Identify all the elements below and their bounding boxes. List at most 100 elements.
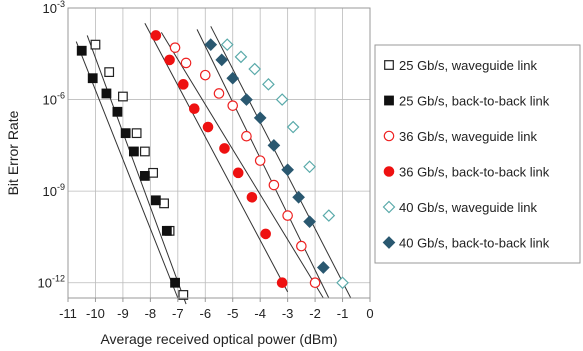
legend-marker-1 — [384, 95, 394, 106]
x-tick-label-2: -9 — [117, 306, 129, 321]
legend-item-5: 40 Gb/s, back-to-back link — [382, 236, 550, 251]
point-s1-1 — [87, 73, 98, 84]
point-s4-6 — [303, 160, 316, 174]
x-tick-label-4: -7 — [172, 306, 184, 321]
point-s0-1 — [104, 67, 115, 78]
point-s0-6 — [159, 198, 169, 209]
y-tick-label-0: 10-3 — [43, 0, 65, 16]
fit-line-4 — [210, 26, 352, 299]
legend-item-1: 25 Gb/s, back-to-back link — [384, 94, 550, 109]
plot-area — [67, 7, 371, 305]
fit-line-1 — [75, 41, 179, 299]
point-s0-2 — [118, 91, 128, 102]
point-s2-3 — [213, 88, 225, 99]
point-s4-0 — [220, 38, 234, 51]
point-s5-2 — [226, 71, 240, 85]
x-tick-label-7: -4 — [254, 306, 266, 321]
point-s3-1 — [164, 54, 175, 66]
point-s2-7 — [268, 179, 280, 191]
point-s3-5 — [219, 143, 230, 154]
point-s3-7 — [246, 191, 258, 203]
legend-marker-4 — [382, 200, 396, 214]
legend-label-2: 36 Gb/s, waveguide link — [399, 129, 538, 144]
point-s5-6 — [281, 163, 294, 177]
x-tick-label-6: -5 — [227, 306, 239, 321]
legend: 25 Gb/s, waveguide link 25 Gb/s, back-to-… — [374, 44, 581, 264]
point-s3-6 — [232, 167, 244, 179]
legend-label-1: 25 Gb/s, back-to-back link — [399, 94, 550, 109]
legend-item-4: 40 Gb/s, waveguide link — [382, 200, 538, 215]
legend-item-3: 36 Gb/s, back-to-back link — [383, 165, 550, 180]
point-s1-2 — [101, 88, 112, 99]
point-s0-3 — [131, 128, 142, 139]
point-s3-8 — [260, 228, 271, 240]
data-points — [76, 30, 349, 300]
legend-marker-2 — [383, 130, 395, 142]
legend-label-3: 36 Gb/s, back-to-back link — [399, 165, 550, 180]
point-s4-7 — [322, 209, 336, 222]
point-s4-5 — [286, 120, 300, 134]
legend-label-4: 40 Gb/s, waveguide link — [399, 200, 538, 215]
point-s1-8 — [161, 225, 172, 236]
y-tick-label-1: 10-6 — [43, 91, 65, 108]
point-s2-4 — [227, 100, 239, 111]
legend-marker-5 — [382, 236, 396, 249]
legend-label-5: 40 Gb/s, back-to-back link — [399, 236, 550, 251]
point-s1-7 — [150, 195, 161, 206]
point-s3-9 — [276, 277, 288, 289]
point-s0-0 — [90, 39, 101, 50]
point-s1-0 — [76, 45, 87, 56]
plot-frame — [68, 8, 370, 298]
point-s4-1 — [234, 50, 248, 64]
x-tick-label-5: -6 — [199, 306, 211, 321]
point-s1-4 — [120, 128, 131, 139]
x-tick-label-11: 0 — [366, 306, 373, 321]
point-s2-9 — [296, 240, 307, 252]
point-s2-2 — [199, 69, 211, 81]
point-s5-9 — [316, 261, 330, 274]
point-s2-8 — [282, 210, 293, 221]
x-tick-label-8: -3 — [282, 306, 294, 321]
point-s5-8 — [303, 215, 316, 229]
legend-marker-0 — [384, 60, 394, 70]
point-s1-3 — [112, 106, 123, 117]
point-s3-2 — [178, 79, 189, 90]
x-tick-label-10: -1 — [337, 306, 349, 321]
x-tick-label-1: -10 — [86, 306, 105, 321]
x-axis-ticks: -11 -10 -9 -8 -7 -6 -5 -4 -3 -2 -1 0 — [59, 298, 374, 321]
point-s5-0 — [204, 38, 218, 51]
point-s3-0 — [150, 30, 162, 41]
point-s1-9 — [170, 277, 180, 288]
x-tick-label-3: -8 — [145, 306, 157, 321]
point-s5-4 — [253, 111, 267, 125]
point-s5-5 — [267, 139, 281, 152]
legend-box — [374, 44, 581, 264]
point-s4-2 — [248, 62, 262, 76]
y-tick-label-3: 10-12 — [38, 274, 65, 291]
point-s2-6 — [254, 155, 266, 166]
point-s2-1 — [180, 57, 192, 69]
fit-line-3 — [144, 23, 289, 293]
point-s4-8 — [336, 276, 349, 290]
y-axis-ticks: 10-3 10-6 10-9 10-12 — [38, 0, 65, 291]
point-s1-5 — [128, 146, 139, 157]
point-s0-4 — [139, 146, 150, 157]
x-tick-label-0: -11 — [59, 306, 77, 321]
point-s1-6 — [139, 170, 150, 181]
point-s0-5 — [148, 167, 159, 178]
point-s0-8 — [178, 290, 189, 300]
y-axis-label: Bit Error Rate — [5, 110, 21, 195]
legend-item-0: 25 Gb/s, waveguide link — [384, 58, 538, 73]
legend-marker-3 — [383, 166, 395, 177]
x-axis-label: Average received optical power (dBm) — [100, 331, 337, 347]
point-s4-4 — [275, 93, 289, 106]
y-tick-label-2: 10-9 — [43, 182, 65, 199]
fit-line-0 — [86, 35, 187, 305]
x-tick-label-9: -2 — [309, 306, 321, 321]
point-s5-1 — [215, 53, 229, 67]
point-s5-7 — [292, 190, 305, 204]
point-s3-4 — [202, 121, 214, 133]
legend-label-0: 25 Gb/s, waveguide link — [399, 58, 538, 73]
fit-line-2 — [160, 32, 324, 299]
